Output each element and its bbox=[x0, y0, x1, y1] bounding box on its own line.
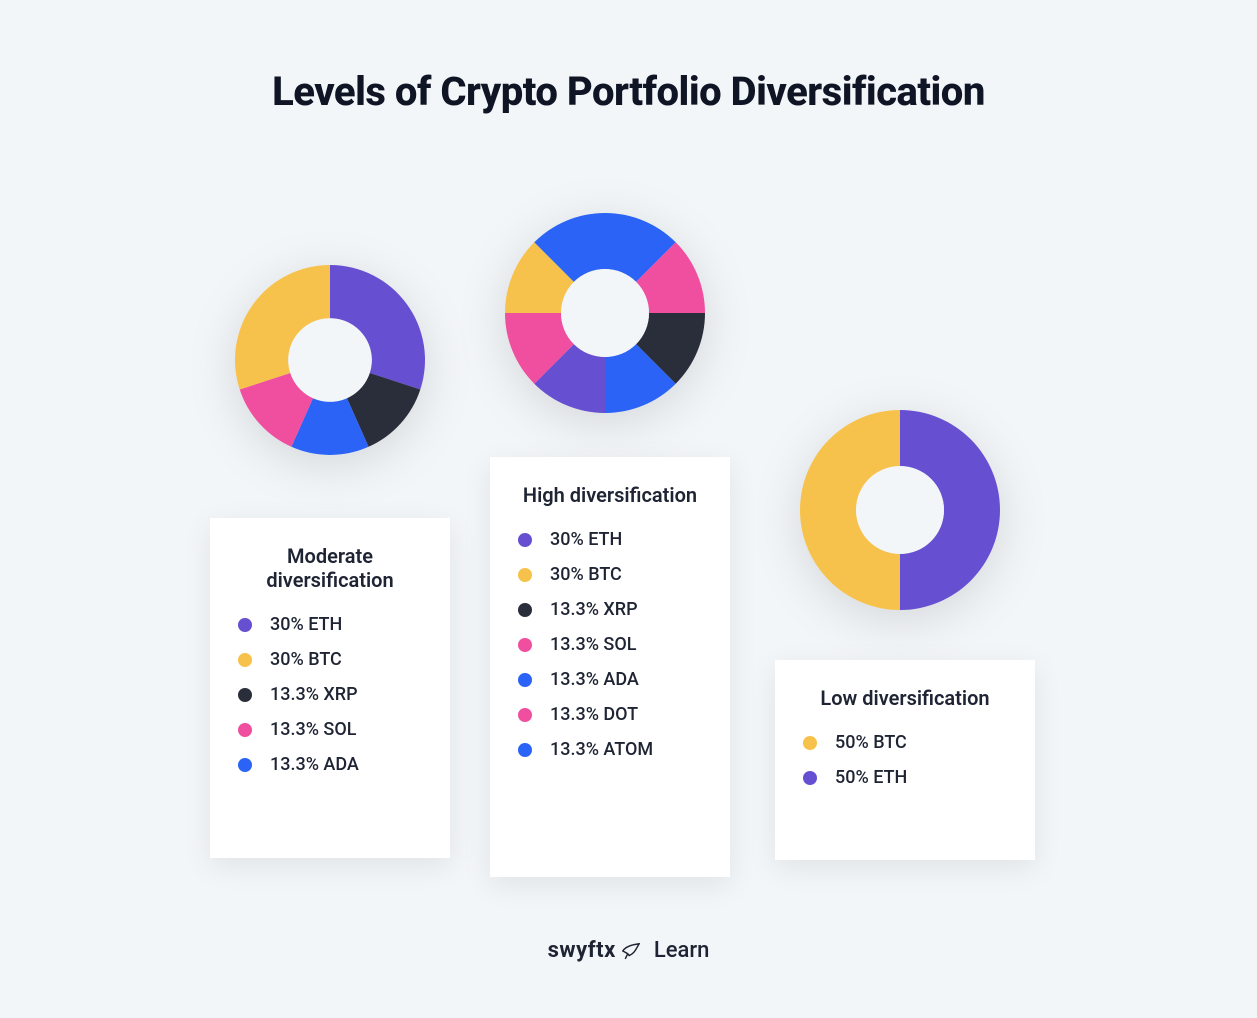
legend-swatch bbox=[238, 688, 252, 702]
legend-swatch bbox=[803, 771, 817, 785]
legend-item: 30% BTC bbox=[238, 649, 422, 670]
card-title-low: Low diversification bbox=[803, 686, 1007, 710]
legend-label: 30% ETH bbox=[270, 614, 342, 635]
legend-item: 50% BTC bbox=[803, 732, 1007, 753]
legend-swatch bbox=[518, 603, 532, 617]
donut-low bbox=[800, 410, 1000, 610]
legend-moderate: 30% ETH 30% BTC 13.3% XRP 13.3% SOL 13.3% AD… bbox=[238, 614, 422, 775]
page-title: Levels of Crypto Portfolio Diversificati… bbox=[0, 68, 1257, 115]
legend-label: 13.3% ADA bbox=[270, 754, 359, 775]
legend-swatch bbox=[238, 723, 252, 737]
brand-logo-text: swyftx bbox=[548, 938, 616, 963]
legend-label: 50% ETH bbox=[835, 767, 907, 788]
card-title-high: High diversification bbox=[518, 483, 702, 507]
canvas: Levels of Crypto Portfolio Diversificati… bbox=[0, 0, 1257, 1018]
legend-swatch bbox=[518, 743, 532, 757]
legend-item: 13.3% ATOM bbox=[518, 739, 702, 760]
legend-swatch bbox=[518, 533, 532, 547]
brand-footer: swyftx Learn bbox=[0, 938, 1257, 963]
bird-icon bbox=[620, 940, 642, 962]
legend-swatch bbox=[518, 708, 532, 722]
legend-item: 13.3% ADA bbox=[238, 754, 422, 775]
legend-item: 30% BTC bbox=[518, 564, 702, 585]
legend-item: 30% ETH bbox=[238, 614, 422, 635]
donut-moderate bbox=[235, 265, 425, 455]
legend-item: 13.3% SOL bbox=[238, 719, 422, 740]
brand-logo: swyftx bbox=[548, 938, 642, 963]
legend-label: 30% BTC bbox=[270, 649, 342, 670]
card-title-moderate: Moderate diversification bbox=[238, 544, 422, 592]
legend-label: 13.3% XRP bbox=[550, 599, 638, 620]
legend-swatch bbox=[803, 736, 817, 750]
legend-swatch bbox=[238, 758, 252, 772]
legend-item: 13.3% SOL bbox=[518, 634, 702, 655]
legend-item: 13.3% XRP bbox=[238, 684, 422, 705]
legend-label: 13.3% XRP bbox=[270, 684, 358, 705]
legend-item: 13.3% XRP bbox=[518, 599, 702, 620]
legend-item: 50% ETH bbox=[803, 767, 1007, 788]
legend-label: 50% BTC bbox=[835, 732, 907, 753]
legend-swatch bbox=[238, 653, 252, 667]
brand-subtext: Learn bbox=[654, 938, 710, 963]
legend-label: 13.3% ATOM bbox=[550, 739, 653, 760]
legend-label: 30% BTC bbox=[550, 564, 622, 585]
legend-high: 30% ETH 30% BTC 13.3% XRP 13.3% SOL 13.3% AD… bbox=[518, 529, 702, 760]
legend-label: 30% ETH bbox=[550, 529, 622, 550]
legend-swatch bbox=[518, 638, 532, 652]
legend-label: 13.3% SOL bbox=[270, 719, 356, 740]
legend-label: 13.3% DOT bbox=[550, 704, 638, 725]
card-moderate: Moderate diversification 30% ETH 30% BTC 1… bbox=[210, 518, 450, 858]
card-low: Low diversification 50% BTC 50% ETH bbox=[775, 660, 1035, 860]
legend-label: 13.3% SOL bbox=[550, 634, 636, 655]
legend-item: 13.3% ADA bbox=[518, 669, 702, 690]
legend-swatch bbox=[238, 618, 252, 632]
legend-low: 50% BTC 50% ETH bbox=[803, 732, 1007, 788]
card-high: High diversification 30% ETH 30% BTC 13.3%… bbox=[490, 457, 730, 877]
legend-item: 30% ETH bbox=[518, 529, 702, 550]
legend-swatch bbox=[518, 568, 532, 582]
legend-item: 13.3% DOT bbox=[518, 704, 702, 725]
legend-swatch bbox=[518, 673, 532, 687]
legend-label: 13.3% ADA bbox=[550, 669, 639, 690]
donut-high bbox=[505, 213, 705, 413]
